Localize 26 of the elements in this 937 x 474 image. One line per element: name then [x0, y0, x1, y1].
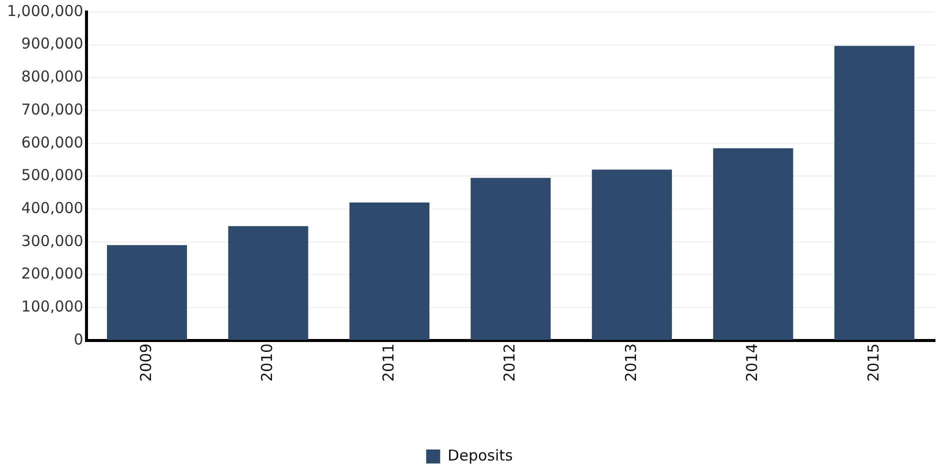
y-tick-label: 800,000	[21, 68, 84, 86]
bar	[592, 170, 672, 340]
y-tick-label: 400,000	[21, 198, 84, 217]
y-tick-label: 700,000	[21, 100, 84, 118]
bar	[106, 245, 187, 340]
bar	[349, 202, 430, 340]
y-tick-label: 500,000	[21, 166, 84, 184]
y-tick-label: 900,000	[21, 34, 84, 53]
y-tick-label: 600,000	[21, 133, 84, 152]
x-tick-label: 2013	[622, 343, 640, 382]
x-tick-label: 2010	[258, 343, 276, 382]
bar	[713, 148, 794, 340]
x-tick-label: 2009	[136, 343, 155, 382]
y-tick-label: 0	[74, 330, 84, 348]
x-tick-label: 2012	[500, 343, 519, 382]
y-tick-label: 300,000	[21, 232, 84, 250]
x-tick-label: 2014	[743, 343, 762, 382]
x-tick-label: 2011	[379, 343, 398, 382]
y-tick-label: 100,000	[21, 297, 84, 316]
y-tick-label: 1,000,000	[6, 2, 84, 20]
legend-label: Deposits	[448, 446, 514, 464]
bar	[470, 178, 551, 340]
bar	[834, 46, 914, 340]
y-tick-label: 200,000	[21, 264, 84, 283]
x-tick-label: 2015	[864, 343, 882, 382]
bar	[228, 226, 308, 340]
